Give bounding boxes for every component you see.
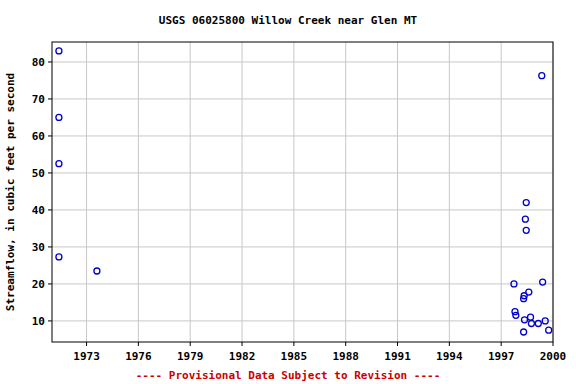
tick xyxy=(449,342,450,346)
tick xyxy=(86,342,87,346)
tick xyxy=(501,342,502,346)
grid-line xyxy=(242,42,243,342)
x-tick-label: 1991 xyxy=(384,350,411,363)
tick xyxy=(48,98,52,99)
tick xyxy=(48,320,52,321)
tick xyxy=(190,342,191,346)
tick xyxy=(48,61,52,62)
x-tick-label: 2000 xyxy=(540,350,567,363)
x-tick-label: 1982 xyxy=(229,350,256,363)
tick xyxy=(48,283,52,284)
y-tick-label: 20 xyxy=(32,278,45,291)
point xyxy=(521,317,527,323)
grid-line xyxy=(52,246,553,247)
point xyxy=(56,161,62,167)
tick xyxy=(345,342,346,346)
grid-line xyxy=(190,42,191,342)
tick xyxy=(48,246,52,247)
title: USGS 06025800 Willow Creek near Glen MT xyxy=(159,14,418,27)
point xyxy=(56,254,62,260)
point xyxy=(522,216,528,222)
point xyxy=(523,227,529,233)
y-tick-label: 40 xyxy=(32,204,45,217)
grid-line xyxy=(52,135,553,136)
tick xyxy=(397,342,398,346)
grid-line xyxy=(345,42,346,342)
point xyxy=(528,314,534,320)
tick xyxy=(48,209,52,210)
tick xyxy=(553,342,554,346)
points xyxy=(56,48,552,335)
grid-line xyxy=(52,320,553,321)
point xyxy=(542,318,548,324)
tick xyxy=(293,342,294,346)
tick xyxy=(242,342,243,346)
x-tick-label: 1976 xyxy=(125,350,152,363)
x-tick-label: 1994 xyxy=(436,350,463,363)
y-tick-label: 70 xyxy=(32,93,45,106)
point xyxy=(513,312,519,318)
x-tick-label: 1979 xyxy=(177,350,204,363)
point xyxy=(539,73,545,79)
point xyxy=(56,48,62,54)
point xyxy=(94,268,100,274)
grid-line xyxy=(397,42,398,342)
point xyxy=(56,114,62,120)
footer: ---- Provisional Data Subject to Revisio… xyxy=(136,369,441,382)
y-tick-label: 50 xyxy=(32,167,45,180)
x-tick-label: 1997 xyxy=(488,350,515,363)
point xyxy=(523,200,529,206)
grid-line xyxy=(138,42,139,342)
y-tick-label: 30 xyxy=(32,241,45,254)
tick xyxy=(48,172,52,173)
grid-line xyxy=(52,283,553,284)
y-tick-label: 60 xyxy=(32,130,45,143)
plot-frame xyxy=(52,42,553,342)
point xyxy=(546,327,552,333)
tick xyxy=(48,135,52,136)
grid-line xyxy=(449,42,450,342)
x-tick-label: 1973 xyxy=(73,350,100,363)
point xyxy=(528,321,534,327)
grid-line xyxy=(52,98,553,99)
grid-line xyxy=(52,172,553,173)
grid-line xyxy=(501,42,502,342)
grid-line xyxy=(52,61,553,62)
point xyxy=(521,329,527,335)
point xyxy=(526,289,532,295)
y-axis-label: Streamflow, in cubic feet per second xyxy=(4,73,17,311)
grid-line xyxy=(86,42,87,342)
y-tick-label: 10 xyxy=(32,315,45,328)
point xyxy=(535,321,541,327)
point xyxy=(511,281,517,287)
point xyxy=(540,279,546,285)
grid-line xyxy=(293,42,294,342)
chart: USGS 06025800 Willow Creek near Glen MT 1… xyxy=(0,0,576,384)
x-tick-label: 1985 xyxy=(281,350,308,363)
grid-line xyxy=(52,209,553,210)
x-tick-label: 1988 xyxy=(332,350,359,363)
tick xyxy=(138,342,139,346)
y-tick-label: 80 xyxy=(32,56,45,69)
